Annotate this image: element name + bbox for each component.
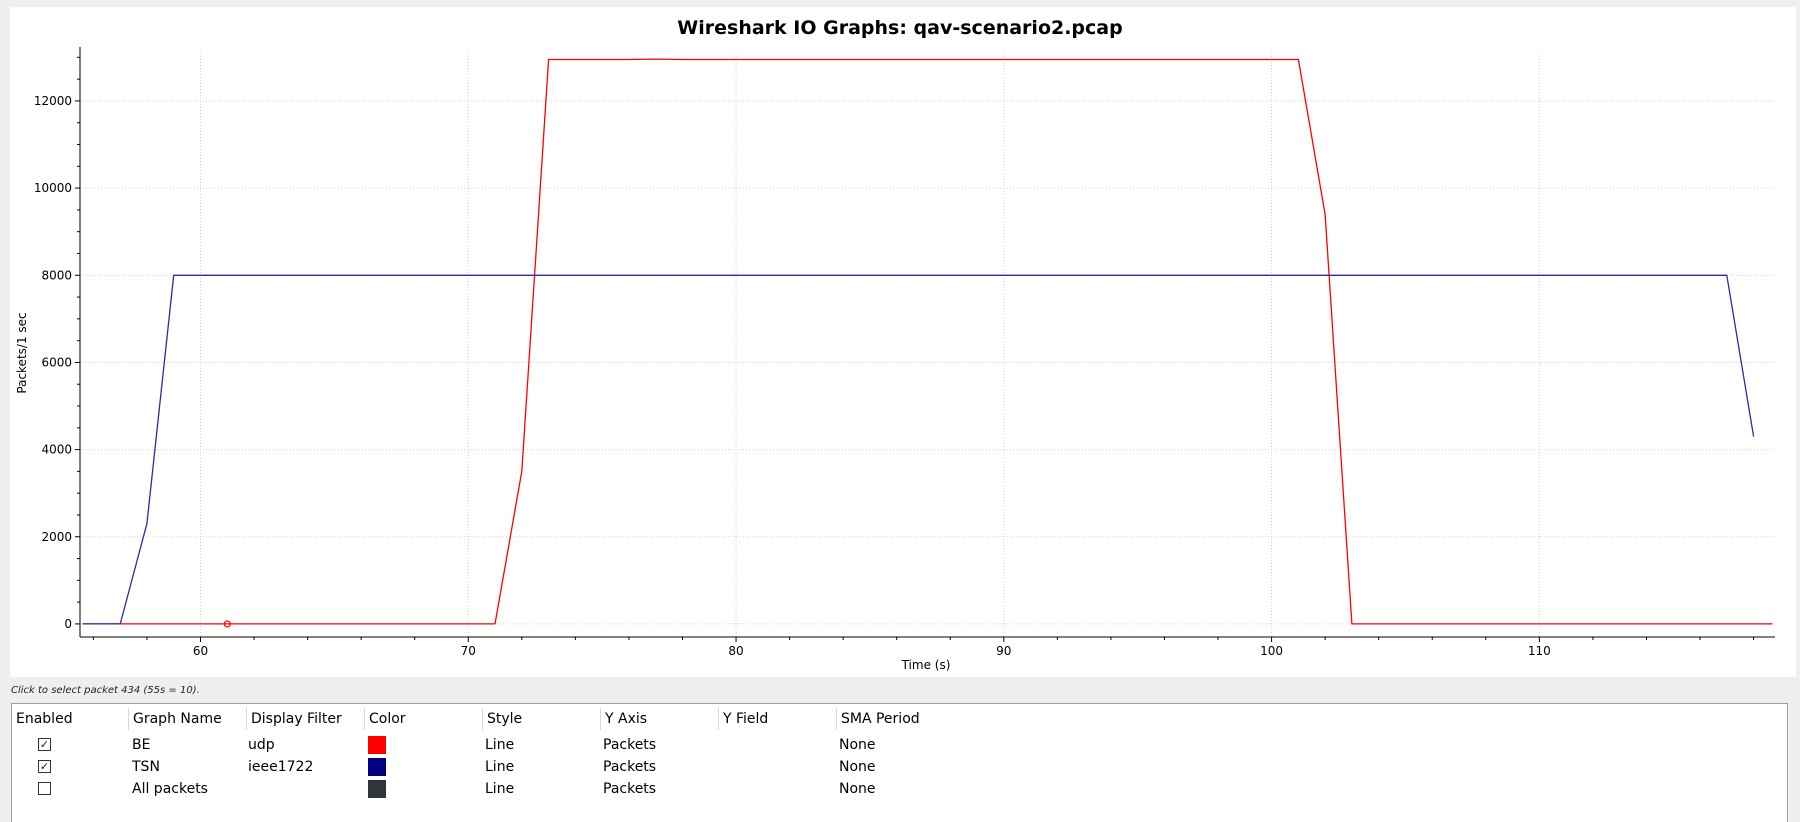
x-tick-label: 100 [1260,644,1283,658]
enabled-checkbox[interactable]: ✓ [38,760,51,773]
graph-name-cell[interactable]: TSN [132,759,160,775]
series-layer[interactable] [82,58,1773,628]
graph-name-cell[interactable]: All packets [132,781,208,797]
x-tick-label: 60 [193,644,208,658]
x-tick-label: 70 [461,644,476,658]
style-cell[interactable]: Line [485,737,515,753]
color-swatch[interactable] [368,780,386,798]
header-style[interactable]: Style [482,708,522,730]
style-cell[interactable]: Line [485,781,515,797]
table-row-be[interactable]: ✓ BE udp Line Packets None [12,734,1787,756]
y-tick-label: 0 [64,617,72,631]
header-color[interactable]: Color [364,708,406,730]
enabled-checkbox[interactable]: ✓ [38,738,51,751]
style-cell[interactable]: Line [485,759,515,775]
x-tick-label: 110 [1528,644,1551,658]
header-y-field[interactable]: Y Field [718,708,768,730]
io-graph-plot[interactable]: Wireshark IO Graphs: qav-scenario2.pcap … [10,7,1796,677]
header-y-axis[interactable]: Y Axis [600,708,647,730]
y-tick-label: 2000 [41,530,72,544]
chart-title: Wireshark IO Graphs: qav-scenario2.pcap [677,17,1122,39]
header-sma-period[interactable]: SMA Period [836,708,920,730]
enabled-checkbox[interactable] [38,782,51,795]
sma-period-cell[interactable]: None [839,737,876,753]
y-tick-label: 4000 [41,443,72,457]
table-row-all-packets[interactable]: All packets Line Packets None [12,778,1787,800]
y-axis-cell[interactable]: Packets [603,759,657,775]
x-tick-label: 80 [728,644,743,658]
y-tick-label: 6000 [41,355,72,369]
y-axis-title: Packets/1 sec [15,312,29,393]
axes: 60 70 80 90 100 110 0 2000 4000 6000 8000 10000 1200… [34,47,1775,658]
y-tick-label: 12000 [34,94,72,108]
y-axis-cell[interactable]: Packets [603,781,657,797]
status-hint: Click to select packet 434 (55s = 10). [11,685,200,696]
x-axis-title: Time (s) [901,658,951,672]
graph-table[interactable]: Enabled Graph Name Display Filter Color … [11,703,1788,822]
header-display-filter[interactable]: Display Filter [246,708,342,730]
display-filter-cell[interactable]: udp [248,737,275,753]
display-filter-cell[interactable]: ieee1722 [248,759,314,775]
x-tick-label: 90 [996,644,1011,658]
series-line-tsn[interactable] [82,274,1755,625]
series-line-be[interactable] [82,58,1773,625]
header-graph-name[interactable]: Graph Name [128,708,222,730]
color-swatch[interactable] [368,758,386,776]
selected-point-marker[interactable] [223,620,231,628]
table-header-row: Enabled Graph Name Display Filter Color … [12,704,1787,734]
grid [80,53,1775,637]
sma-period-cell[interactable]: None [839,759,876,775]
y-tick-label: 8000 [41,268,72,282]
graph-name-cell[interactable]: BE [132,737,151,753]
sma-period-cell[interactable]: None [839,781,876,797]
y-axis-cell[interactable]: Packets [603,737,657,753]
io-graph-svg[interactable]: Wireshark IO Graphs: qav-scenario2.pcap … [10,7,1796,677]
header-enabled[interactable]: Enabled [16,711,73,727]
color-swatch[interactable] [368,736,386,754]
table-row-tsn[interactable]: ✓ TSN ieee1722 Line Packets None [12,756,1787,778]
y-tick-label: 10000 [34,181,72,195]
